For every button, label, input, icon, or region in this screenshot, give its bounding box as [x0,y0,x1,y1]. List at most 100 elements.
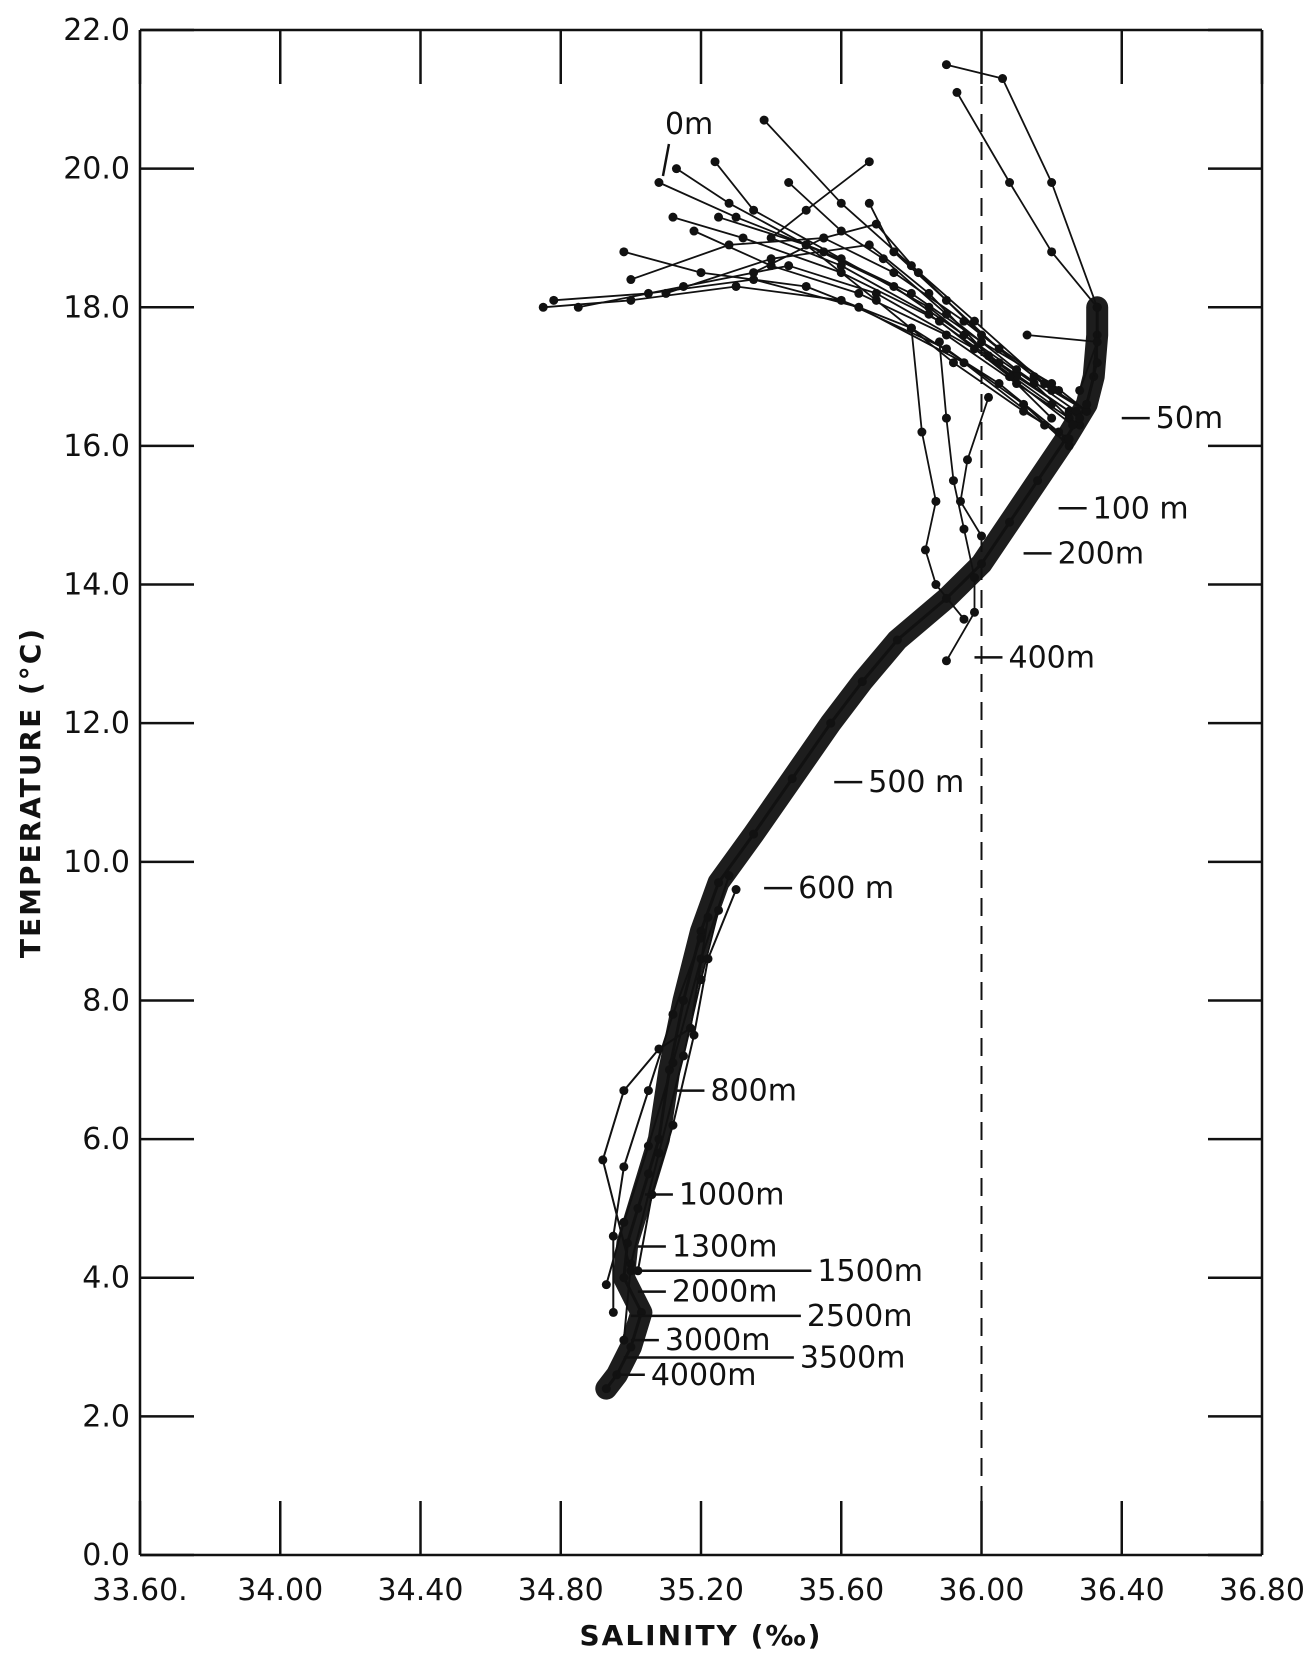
data-point [892,635,902,645]
data-point [601,1280,611,1290]
depth-label: 500 m [868,765,964,800]
data-point [685,1023,695,1033]
y-tick-label: 14.0 [63,568,130,603]
depth-label: 200m [1058,536,1144,571]
data-point [668,1120,678,1130]
x-axis-title: SALINITY (‰) [580,1619,823,1652]
data-point [836,254,846,264]
data-point [538,302,548,312]
data-point [801,240,811,250]
deep-profile-line [636,888,738,1272]
y-tick-label: 4.0 [82,1261,130,1296]
depth-label: 1300m [672,1230,778,1265]
data-point [1092,302,1102,312]
data-point [941,295,951,305]
data-point [977,330,986,340]
data-point [678,1051,688,1061]
data-point [952,87,962,97]
x-tick-label: 36.40 [1079,1573,1165,1608]
data-point [920,545,930,555]
data-point [633,1203,643,1213]
data-point [864,198,874,208]
data-point [787,774,797,784]
y-axis-title: TEMPERATURE (°C) [14,627,47,958]
depth-label: 1000m [679,1178,785,1213]
data-point [917,427,927,437]
data-point [1047,385,1057,395]
data-point [1075,385,1085,395]
y-tick-label: 8.0 [82,983,130,1018]
x-tick-label: 36.80 [1219,1573,1305,1608]
data-point [878,254,888,264]
data-point [1012,372,1022,382]
data-point [668,212,678,222]
data-point [819,233,829,243]
data-point [941,413,951,423]
data-point [836,226,846,236]
data-point [959,614,969,624]
data-point [1082,399,1092,409]
data-point [724,240,734,250]
data-point [1005,372,1015,382]
data-point [784,178,794,187]
depth-label: 100 m [1093,491,1189,526]
data-point [724,198,734,208]
axes: 0.0 2.0 4.0 6.0 8.0 10.0 12.0 14.0 16.0 18.0 20.0 2… [14,13,1305,1652]
x-tick-label: 34.40 [378,1573,464,1608]
data-point [871,295,881,305]
y-tick-label: 16.0 [63,429,130,464]
main-profile-line [604,305,1099,1391]
data-point [1092,358,1102,368]
data-point [836,268,846,278]
data-point [1047,413,1057,423]
data-point [941,344,951,354]
data-point [619,1335,629,1345]
depth-label: 0m [665,107,713,142]
data-point [854,288,864,298]
depth-label-leader [661,143,671,177]
data-point [1047,178,1057,187]
depth-label: 3000m [665,1323,771,1358]
data-point [924,302,934,312]
data-point [608,1307,618,1317]
data-point [671,164,681,174]
data-point [1019,406,1029,416]
y-tick-label: 20.0 [63,152,130,187]
data-point [759,115,769,125]
data-point [654,1148,664,1158]
data-point [654,1044,664,1054]
data-point [738,233,748,243]
x-tick-label: 35.60 [798,1573,884,1608]
data-point [1005,178,1015,187]
data-point [724,871,734,881]
data-point [857,677,867,687]
data-point [1005,517,1015,527]
data-point [1012,365,1022,375]
data-point [731,885,741,895]
data-point [619,1086,629,1096]
depth-label: 4000m [651,1358,757,1393]
data-point [598,1155,608,1165]
data-point [889,247,899,257]
data-point [626,1266,636,1276]
x-tick-label: 33.60. [92,1573,187,1608]
deep-profile-line [601,916,709,1272]
data-point [696,933,706,943]
depth-labels: 0m 50m 100 m 200m 400m 500 m 600 m 800m 1000m 130… [616,107,1223,1393]
data-point [864,157,874,167]
y-tick-label: 12.0 [63,706,130,741]
data-point [619,247,629,257]
data-point [977,559,986,569]
data-point [1022,330,1032,340]
data-point [801,205,811,215]
depth-label: 50m [1156,401,1223,436]
data-point [749,268,759,278]
data-point [619,1273,629,1283]
data-point [731,281,741,291]
surface-profile-line [552,278,1046,426]
depth-label: 2000m [672,1275,778,1310]
data-point [941,309,951,319]
data-point [643,1169,653,1179]
data-point [969,573,979,583]
y-tick-label: 6.0 [82,1122,130,1157]
